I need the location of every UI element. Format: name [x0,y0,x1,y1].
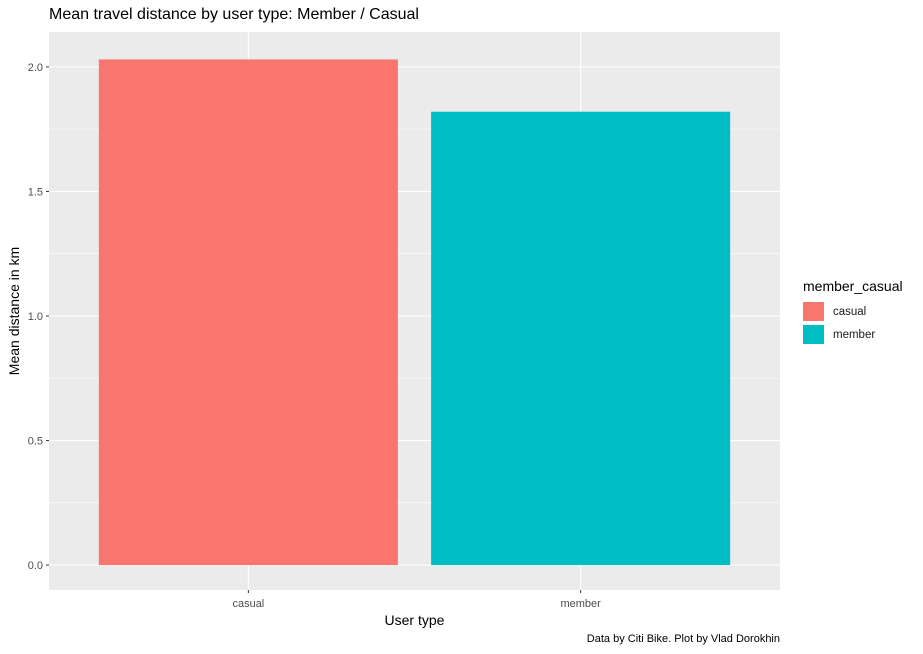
bar-casual [98,59,398,566]
y-tick-label: 0.5 [28,436,43,448]
y-axis-label: Mean distance in km [6,247,22,375]
legend-title: member_casual [803,278,903,294]
chart-title: Mean travel distance by user type: Membe… [49,6,419,23]
bars [98,59,731,566]
x-axis-label: User type [385,612,445,628]
y-tick-label: 0.0 [28,560,43,572]
y-tick-label: 2.0 [28,62,43,74]
y-tick-label: 1.0 [28,311,43,323]
chart-caption: Data by Citi Bike. Plot by Vlad Dorokhin [586,633,780,645]
legend-item-member: member [803,323,903,346]
x-axis: casual member [232,590,601,610]
legend-key-member [803,325,824,344]
bar-member [431,111,731,566]
legend-label-casual: casual [833,305,867,318]
y-axis: 0.0 0.5 1.0 1.5 2.0 [28,62,49,572]
legend: member_casual casual member [803,278,903,346]
x-tick-label: casual [232,598,264,610]
y-tick-label: 1.5 [28,186,43,198]
x-tick-label: member [560,598,601,610]
legend-label-member: member [833,328,876,341]
legend-item-casual: casual [803,300,903,323]
legend-key-casual [803,302,824,321]
